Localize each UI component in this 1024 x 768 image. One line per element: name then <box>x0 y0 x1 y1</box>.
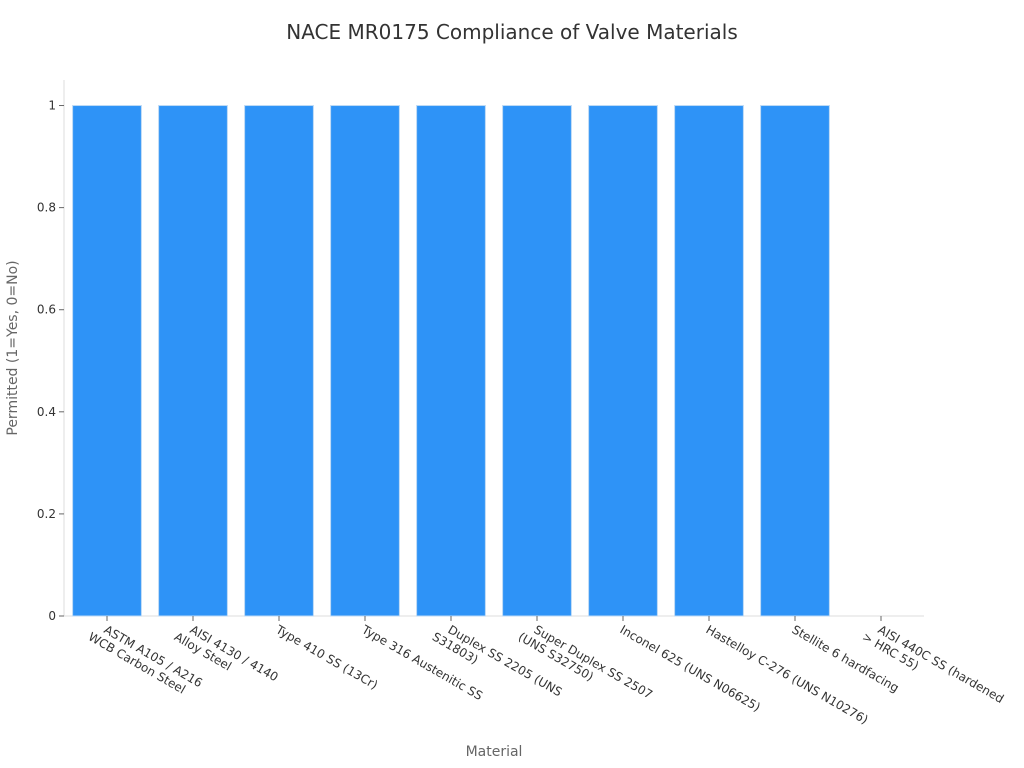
bar <box>760 105 830 617</box>
chart-title: NACE MR0175 Compliance of Valve Material… <box>286 20 738 44</box>
y-axis: 0 0.2 0.4 0.6 0.8 1 <box>37 80 65 623</box>
x-tick-label: AISI 440C SS (hardened> HRC 55) <box>860 617 1006 718</box>
x-tick-label-line: Inconel 625 (UNS N06625) <box>618 622 763 714</box>
bar <box>244 105 314 617</box>
y-tick-label: 0.8 <box>37 201 56 215</box>
bars <box>72 105 830 617</box>
x-tick-label: ASTM A105 / A216WCB Carbon Steel <box>86 617 205 702</box>
y-tick-label: 1 <box>48 99 56 113</box>
y-tick-label: 0.2 <box>37 507 56 521</box>
x-tick-label-line: Hastelloy C-276 (UNS N10276) <box>704 622 871 727</box>
bar <box>588 105 658 617</box>
x-tick-label: Inconel 625 (UNS N06625) <box>618 622 763 714</box>
y-tick-label: 0.6 <box>37 303 56 317</box>
y-tick-label: 0 <box>48 609 56 623</box>
y-axis-title: Permitted (1=Yes, 0=No) <box>5 260 21 435</box>
x-tick-labels: ASTM A105 / A216WCB Carbon Steel AISI 413… <box>86 616 1006 727</box>
bar <box>72 105 142 617</box>
bar <box>502 105 572 617</box>
x-tick-label: Hastelloy C-276 (UNS N10276) <box>704 622 871 727</box>
y-tick-label: 0.4 <box>37 405 56 419</box>
bar <box>330 105 400 617</box>
x-axis-title: Material <box>466 744 523 760</box>
bar <box>158 105 228 617</box>
bar <box>674 105 744 617</box>
bar <box>416 105 486 617</box>
